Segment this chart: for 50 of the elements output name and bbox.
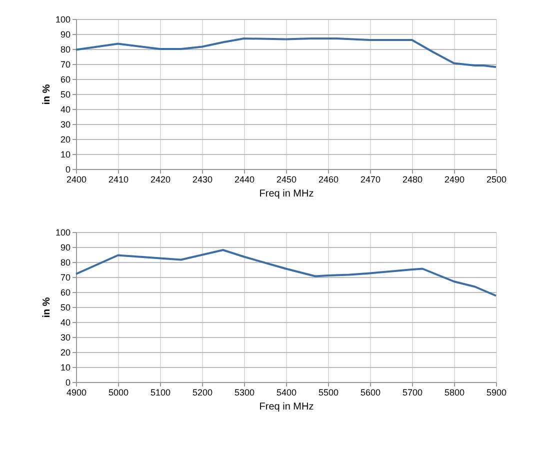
x-tick-label: 2480 — [402, 174, 423, 184]
x-tick-label: 2400 — [66, 174, 87, 184]
y-tick-label: 10 — [60, 362, 70, 372]
y-tick-label: 0 — [65, 164, 70, 174]
x-tick-label: 2420 — [150, 174, 171, 184]
line-series — [75, 38, 497, 68]
y-tick-label: 90 — [60, 30, 70, 40]
x-tick-label: 2450 — [276, 174, 297, 184]
x-tick-label: 4900 — [66, 388, 87, 398]
y-tick-label: 100 — [55, 14, 70, 24]
x-tick-label: 2490 — [444, 174, 465, 184]
y-tick-label: 10 — [60, 150, 70, 160]
x-axis-title: Freq in MHz — [259, 402, 314, 412]
y-tick-label: 40 — [60, 318, 70, 328]
x-tick-label: 2430 — [192, 174, 213, 184]
y-tick-label: 70 — [60, 60, 70, 70]
x-tick-label: 5300 — [234, 388, 255, 398]
y-tick-label: 70 — [60, 272, 70, 282]
y-tick-label: 60 — [60, 74, 70, 84]
y-tick-label: 0 — [65, 378, 70, 388]
x-tick-label: 2410 — [108, 174, 129, 184]
y-tick-label: 80 — [60, 258, 70, 268]
x-tick-label: 2470 — [360, 174, 381, 184]
y-tick-label: 20 — [60, 134, 70, 144]
y-tick-label: 40 — [60, 104, 70, 114]
x-tick-label: 5900 — [486, 388, 507, 398]
x-tick-label: 5000 — [108, 388, 129, 398]
x-tick-label: 2440 — [234, 174, 255, 184]
y-axis-title: in % — [41, 297, 52, 318]
x-tick-label: 5400 — [276, 388, 297, 398]
x-axis-title: Freq in MHz — [259, 188, 314, 200]
y-axis-title: in % — [41, 84, 52, 105]
y-tick-label: 100 — [55, 228, 70, 238]
x-tick-label: 5500 — [318, 388, 339, 398]
y-tick-label: 80 — [60, 44, 70, 54]
x-tick-label: 5100 — [150, 388, 171, 398]
x-tick-label: 5700 — [402, 388, 423, 398]
y-tick-label: 60 — [60, 288, 70, 298]
y-tick-label: 50 — [60, 302, 70, 312]
y-tick-label: 20 — [60, 348, 70, 358]
x-tick-label: 5600 — [360, 388, 381, 398]
line-series — [75, 249, 497, 297]
x-tick-label: 2500 — [486, 174, 507, 184]
y-tick-label: 50 — [60, 90, 70, 100]
y-tick-label: 90 — [60, 242, 70, 252]
x-tick-label: 2460 — [318, 174, 339, 184]
y-tick-label: 30 — [60, 120, 70, 130]
y-tick-label: 30 — [60, 332, 70, 342]
x-tick-label: 5200 — [192, 388, 213, 398]
x-tick-label: 5800 — [444, 388, 465, 398]
